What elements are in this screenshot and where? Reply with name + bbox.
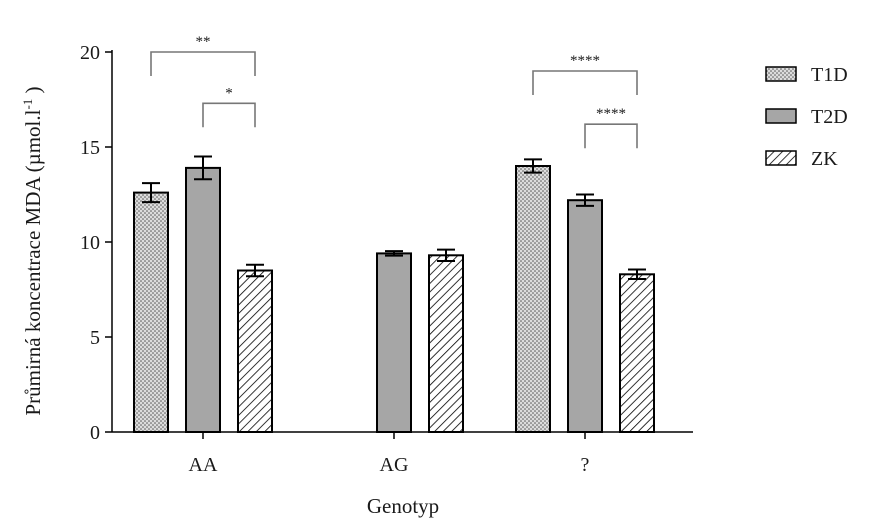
significance-bracket: *	[202, 85, 256, 128]
legend-label: ZK	[811, 148, 838, 170]
x-axis: AA AG? Genotyp	[112, 431, 693, 518]
bar-zk-0	[237, 269, 273, 433]
error-bar	[194, 155, 212, 181]
x-tick-label: ?	[581, 454, 590, 476]
y-ticks: 0 5 10 15 20	[80, 42, 112, 444]
y-axis: 0 5 10 15 20 Průmirná koncentrace MDA (µmol.…	[20, 42, 113, 444]
significance-brackets: ***********	[150, 34, 638, 149]
legend-item-t1d: T1D	[765, 64, 848, 86]
error-bar	[576, 193, 594, 207]
bar-t2d-2	[567, 199, 603, 433]
y-tick-label: 15	[80, 137, 100, 159]
legend-label: T1D	[811, 64, 848, 86]
legend-swatch	[765, 150, 797, 166]
x-tick-label: AG	[380, 454, 409, 476]
y-tick-label: 20	[80, 42, 100, 64]
error-bar	[437, 248, 455, 262]
y-tick-label: 0	[90, 422, 100, 444]
legend-item-t2d: T2D	[765, 106, 848, 128]
significance-label: ****	[596, 106, 626, 122]
bar-t2d-0	[185, 166, 221, 433]
bar-t2d-1	[376, 252, 412, 433]
error-bar	[385, 250, 403, 257]
error-bar	[524, 158, 542, 174]
significance-label: **	[196, 34, 211, 50]
significance-bracket: **	[150, 34, 256, 76]
legend-label: T2D	[811, 106, 848, 128]
error-bar	[246, 263, 264, 278]
legend-swatch	[765, 66, 797, 82]
error-bar	[628, 268, 646, 281]
y-tick-label: 10	[80, 232, 100, 254]
significance-bracket: ****	[584, 106, 638, 149]
y-tick-label: 5	[90, 327, 100, 349]
bar-zk-1	[428, 254, 464, 433]
legend-swatch	[765, 108, 797, 124]
error-bar	[142, 182, 160, 204]
x-axis-label: Genotyp	[367, 494, 439, 518]
bar-t1d-2	[515, 165, 551, 433]
bars	[133, 155, 655, 433]
legend: T1D T2D ZK	[765, 64, 848, 170]
significance-label: *	[225, 85, 233, 101]
x-ticks: AA AG?	[189, 432, 590, 476]
significance-bracket: ****	[532, 53, 638, 95]
x-tick-label: AA	[189, 454, 218, 476]
y-axis-label: Průmirná koncentrace MDA (µmol.l-1 )	[20, 86, 45, 415]
bar-t1d-0	[133, 191, 169, 433]
significance-label: ****	[570, 53, 600, 69]
bar-zk-2	[619, 273, 655, 433]
legend-item-zk: ZK	[765, 148, 838, 170]
